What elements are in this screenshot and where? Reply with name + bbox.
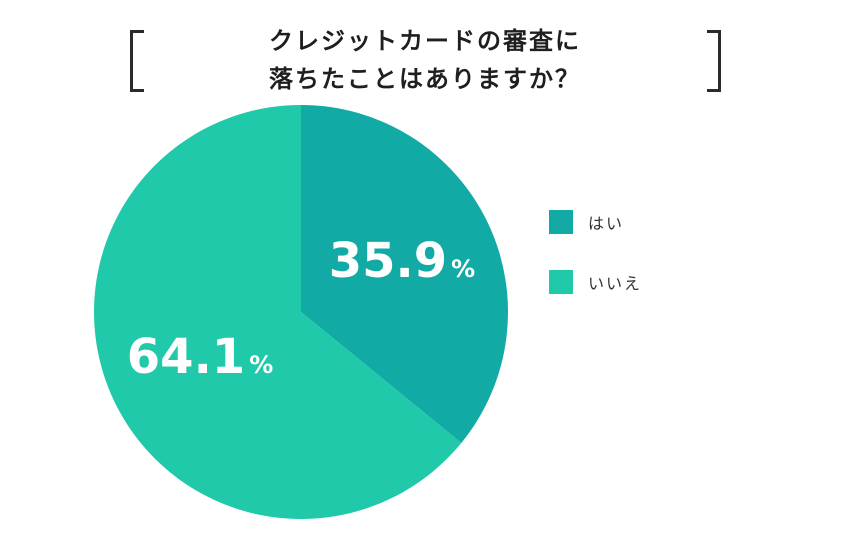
chart-legend: はい いいえ bbox=[549, 206, 729, 326]
data-label-yes: 35.9% bbox=[329, 233, 475, 289]
legend-label-yes: はい bbox=[588, 214, 625, 233]
chart-title: クレジットカードの審査に 落ちたことはありますか？ bbox=[180, 22, 670, 98]
data-label-yes-value: 35.9 bbox=[329, 233, 447, 289]
legend-swatch-yes bbox=[549, 210, 573, 234]
chart-title-block: クレジットカードの審査に 落ちたことはありますか？ bbox=[0, 22, 850, 102]
pie-slices bbox=[93, 104, 508, 519]
legend-item-no: いいえ bbox=[549, 266, 729, 298]
chart-title-line-2: 落ちたことはありますか？ bbox=[269, 65, 581, 93]
chart-title-line-1: クレジットカードの審査に bbox=[269, 27, 581, 55]
data-label-no-value: 64.1 bbox=[127, 329, 245, 385]
title-right-bracket bbox=[707, 30, 721, 92]
title-left-bracket bbox=[130, 30, 144, 92]
pie-slice-yes bbox=[301, 105, 508, 443]
legend-item-yes: はい bbox=[549, 206, 729, 238]
data-label-yes-unit: % bbox=[451, 255, 475, 283]
pie-slice-no bbox=[93, 104, 462, 519]
legend-swatch-no bbox=[549, 270, 573, 294]
pie-data-labels: 35.9 %64.1% bbox=[127, 233, 475, 385]
data-label-no: 64.1% bbox=[127, 329, 273, 385]
legend-label-no: いいえ bbox=[588, 274, 643, 293]
data-label-no-unit: % bbox=[249, 351, 273, 379]
